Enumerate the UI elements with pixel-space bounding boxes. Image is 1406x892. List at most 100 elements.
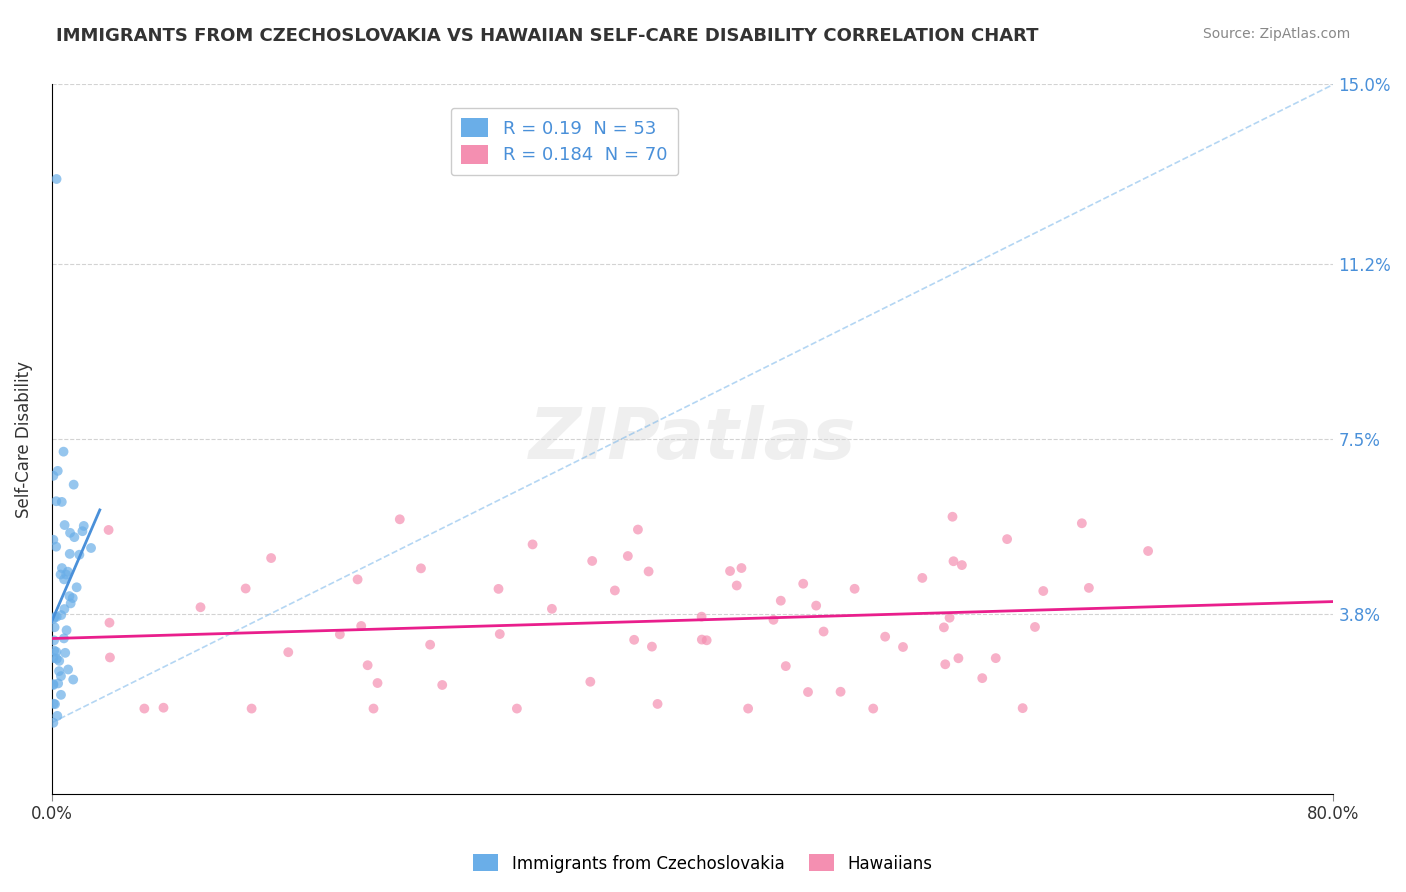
Point [488,582,510,596]
Point [972,671,994,685]
Point [775,659,797,673]
Point [134,701,156,715]
Point [58,589,80,603]
Point [45,652,67,666]
Point [45,494,67,508]
Text: Source: ZipAtlas.com: Source: ZipAtlas.com [1202,27,1350,41]
Point [53,602,76,616]
Text: ZIPatlas: ZIPatlas [529,405,856,474]
Point [541,602,564,616]
Point [46,676,69,690]
Point [45,609,67,624]
Point [44,620,66,634]
Point [995,532,1018,546]
Point [48,664,70,678]
Point [277,645,299,659]
Point [42,533,65,547]
Legend: R = 0.19  N = 53, R = 0.184  N = 70: R = 0.19 N = 53, R = 0.184 N = 70 [450,108,678,175]
Point [42,677,65,691]
Point [44,610,66,624]
Point [363,701,385,715]
Point [579,674,602,689]
Point [53,518,76,533]
Point [506,701,529,715]
Point [617,549,640,563]
Point [1024,620,1046,634]
Point [637,565,659,579]
Point [56,565,79,579]
Point [80,541,103,555]
Point [42,612,65,626]
Y-axis label: Self-Care Disability: Self-Care Disability [15,360,32,517]
Point [938,611,960,625]
Point [1137,544,1160,558]
Legend: Immigrants from Czechoslovakia, Hawaiians: Immigrants from Czechoslovakia, Hawaiian… [467,847,939,880]
Point [1070,516,1092,531]
Point [45,172,67,186]
Point [1011,701,1033,715]
Point [690,609,713,624]
Text: IMMIGRANTS FROM CZECHOSLOVAKIA VS HAWAIIAN SELF-CARE DISABILITY CORRELATION CHAR: IMMIGRANTS FROM CZECHOSLOVAKIA VS HAWAII… [56,27,1039,45]
Point [432,678,454,692]
Point [942,554,965,568]
Point [792,576,814,591]
Point [53,572,76,586]
Point [350,619,373,633]
Point [42,643,65,657]
Point [647,697,669,711]
Point [950,558,973,573]
Point [875,630,897,644]
Point [603,583,626,598]
Point [367,676,389,690]
Point [53,646,76,660]
Point [152,700,174,714]
Point [932,620,955,634]
Point [388,512,411,526]
Point [62,673,84,687]
Point [42,697,65,711]
Point [762,613,785,627]
Point [44,697,66,711]
Point [769,593,792,607]
Point [52,444,75,458]
Point [55,624,77,638]
Point [51,608,73,623]
Point [42,633,65,648]
Point [984,651,1007,665]
Point [346,573,368,587]
Point [42,715,65,730]
Point [730,561,752,575]
Point [62,477,84,491]
Point [329,627,352,641]
Point [49,567,72,582]
Point [1032,584,1054,599]
Point [235,582,257,596]
Point [59,596,82,610]
Point [409,561,432,575]
Point [240,701,263,715]
Point [56,663,79,677]
Point [627,523,650,537]
Point [48,654,70,668]
Point [737,701,759,715]
Point [42,678,65,692]
Point [190,600,212,615]
Point [51,495,73,509]
Point [725,578,748,592]
Point [891,640,914,654]
Point [844,582,866,596]
Point [67,548,90,562]
Point [66,580,89,594]
Point [948,651,970,665]
Point [419,638,441,652]
Point [42,468,65,483]
Point [46,464,69,478]
Point [52,632,75,646]
Point [934,657,956,672]
Point [42,651,65,665]
Point [73,519,96,533]
Point [97,523,120,537]
Point [623,632,645,647]
Point [641,640,664,654]
Point [1077,581,1099,595]
